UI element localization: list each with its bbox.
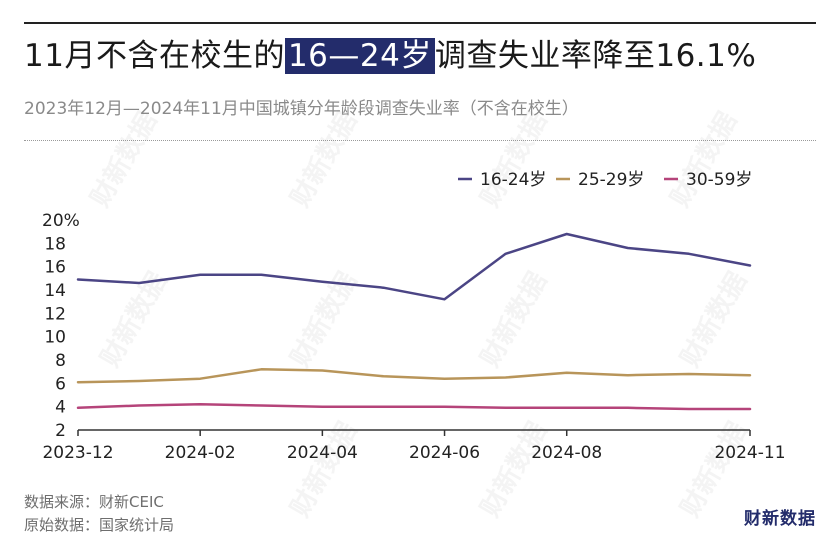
- dotted-divider: [24, 140, 816, 141]
- y-tick-label: 18: [44, 234, 66, 254]
- y-tick-label: 2: [55, 421, 66, 441]
- x-tick-label: 2023-12: [42, 443, 113, 463]
- title-prefix: 11月不含在校生的: [24, 38, 285, 74]
- original-data-source: 原始数据：国家统计局: [24, 516, 175, 534]
- series-line-1: [76, 232, 752, 301]
- x-tick-label: 2024-04: [287, 443, 358, 463]
- x-tick-label: 2024-06: [409, 443, 480, 463]
- y-tick-label: 14: [44, 281, 66, 301]
- series-line-2: [76, 368, 752, 384]
- y-tick-label: 12: [44, 304, 66, 324]
- legend-label: 25-29岁: [578, 170, 644, 190]
- y-tick-label: 10: [44, 328, 66, 348]
- top-rule: [24, 22, 816, 24]
- y-tick-label: 8: [55, 351, 66, 371]
- title-highlight: 16—24岁: [284, 38, 435, 74]
- y-tick-label: 4: [55, 398, 66, 418]
- page-title: 11月不含在校生的16—24岁调查失业率降至16.1%: [24, 30, 756, 75]
- x-tick-label: 2024-08: [531, 443, 602, 463]
- legend-label: 30-59岁: [686, 170, 752, 190]
- brand-logo: 财新数据: [744, 509, 816, 529]
- y-tick-label: 16: [44, 258, 66, 278]
- legend-label: 16-24岁: [480, 170, 546, 190]
- title-suffix: 调查失业率降至16.1%: [434, 38, 757, 74]
- y-tick-label: 6: [55, 374, 66, 394]
- x-tick-label: 2024-11: [714, 443, 785, 463]
- page-subtitle: 2023年12月—2024年11月中国城镇分年龄段调查失业率（不含在校生）: [24, 99, 579, 119]
- series-line-3: [76, 403, 752, 411]
- x-tick-label: 2024-02: [165, 443, 236, 463]
- data-source: 数据来源：财新CEIC: [24, 493, 164, 511]
- y-tick-label: 20%: [42, 211, 80, 231]
